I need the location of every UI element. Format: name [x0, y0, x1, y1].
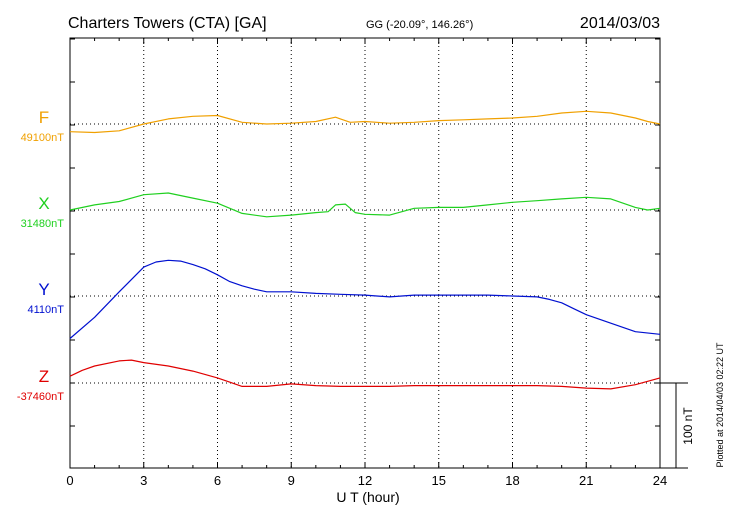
x-tick-labels: 0 3 6 9 12 15 18 21 24: [66, 473, 667, 488]
x-tick-label: 15: [432, 473, 446, 488]
station-coordinates: GG (-20.09°, 146.26°): [366, 19, 473, 31]
series-baseline-z: -37460nT: [17, 391, 64, 403]
x-tick-label: 21: [579, 473, 593, 488]
series-name-f: F: [39, 108, 49, 127]
x-tick-label: 18: [505, 473, 519, 488]
x-tick-label: 24: [653, 473, 667, 488]
x-tick-label: 12: [358, 473, 372, 488]
series-name-z: Z: [39, 367, 49, 386]
series-line-z: [69, 359, 661, 390]
grid: [70, 38, 660, 468]
axis-ticks: [69, 38, 661, 468]
series-line-y: [69, 259, 661, 339]
series-line-f: [69, 110, 661, 134]
x-axis-label: U T (hour): [336, 489, 399, 505]
x-tick-label: 3: [140, 473, 147, 488]
plotted-timestamp-note: Plotted at 2014/04/03 02:22 UT: [715, 342, 725, 468]
series-baseline-y: 4110nT: [28, 304, 65, 316]
series-name-x: X: [38, 194, 49, 213]
scale-bar-label: 100 nT: [681, 407, 695, 445]
series-baseline-f: 49100nT: [21, 132, 65, 144]
x-tick-label: 6: [214, 473, 221, 488]
series-baseline-x: 31480nT: [21, 218, 65, 230]
x-tick-label: 9: [288, 473, 295, 488]
series-lines: [69, 110, 661, 390]
scale-bar: 100 nT: [660, 382, 695, 469]
x-tick-label: 0: [66, 473, 73, 488]
chart-date: 2014/03/03: [580, 15, 660, 32]
series-name-y: Y: [38, 280, 49, 299]
series-labels: F 49100nT X 31480nT Y 4110nT Z -37460nT: [17, 108, 64, 403]
series-line-x: [69, 192, 661, 218]
station-title: Charters Towers (CTA) [GA]: [68, 15, 267, 32]
